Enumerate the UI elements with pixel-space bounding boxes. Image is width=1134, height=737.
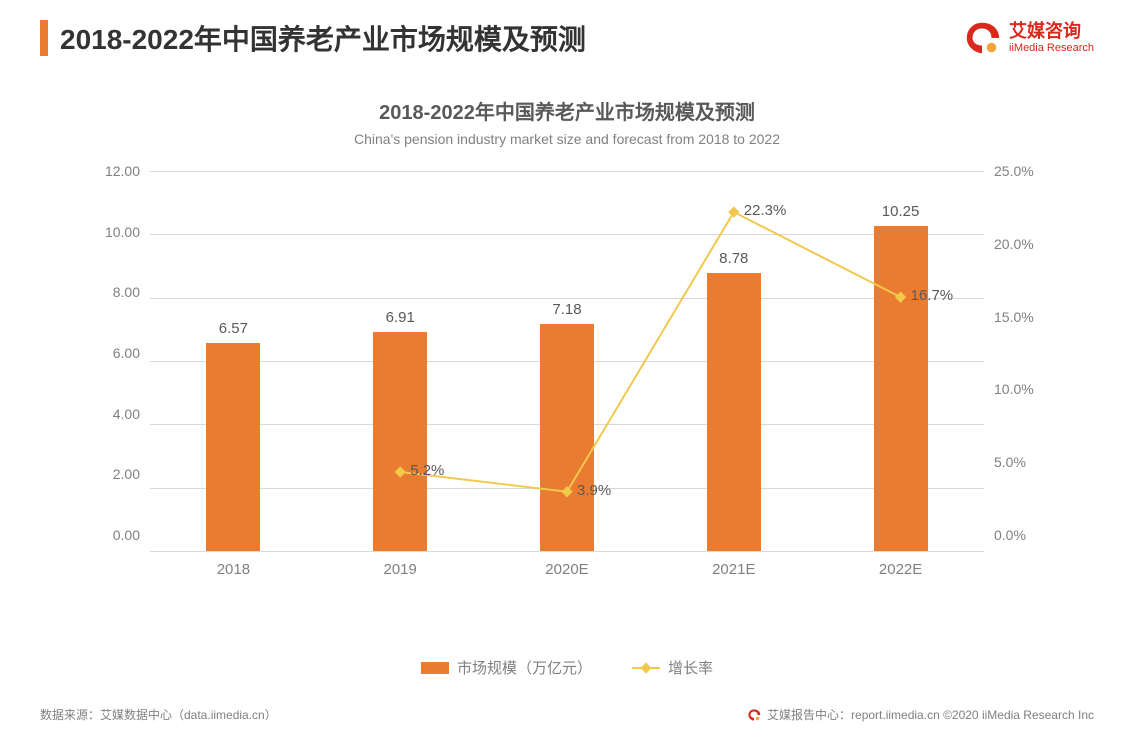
y-left-tick: 2.00 [80, 466, 140, 482]
line-value-label: 22.3% [744, 202, 787, 219]
line-marker [895, 292, 906, 303]
x-axis: 201820192020E2021E2022E [150, 551, 984, 578]
logo-text-en: iiMedia Research [1009, 42, 1094, 54]
y-left-tick: 4.00 [80, 406, 140, 422]
plot: 6.576.917.188.7810.25 5.2%3.9%22.3%16.7% [150, 171, 984, 551]
accent-bar [40, 20, 48, 56]
legend-line-label: 增长率 [668, 657, 713, 678]
y-right-tick: 0.0% [994, 527, 1054, 543]
line-value-label: 16.7% [911, 287, 954, 304]
brand-logo: 艾媒咨询 iiMedia Research [963, 19, 1094, 57]
legend-line-swatch [632, 662, 660, 674]
y-right-tick: 15.0% [994, 309, 1054, 325]
line-value-label: 5.2% [410, 462, 444, 479]
title-wrap: 2018-2022年中国养老产业市场规模及预测 [40, 18, 586, 58]
y-left-tick: 12.00 [80, 163, 140, 179]
line-marker [395, 466, 406, 477]
line-marker [561, 486, 572, 497]
legend: 市场规模（万亿元） 增长率 [70, 657, 1064, 678]
footer-logo-icon [747, 708, 761, 722]
footer-source: 数据来源：艾媒数据中心（data.iimedia.cn） [40, 706, 277, 723]
y-left-tick: 8.00 [80, 284, 140, 300]
line-layer [150, 171, 984, 551]
y-axis-left: 12.0010.008.006.004.002.000.00 [80, 171, 140, 551]
plot-wrap: 12.0010.008.006.004.002.000.00 25.0%20.0… [80, 171, 1054, 611]
chart-title: 2018-2022年中国养老产业市场规模及预测 [70, 96, 1064, 125]
line-value-label: 3.9% [577, 482, 611, 499]
header: 2018-2022年中国养老产业市场规模及预测 艾媒咨询 iiMedia Res… [0, 0, 1134, 68]
growth-line [400, 212, 900, 492]
y-right-tick: 20.0% [994, 236, 1054, 252]
logo-icon [963, 19, 1001, 57]
legend-bar: 市场规模（万亿元） [421, 657, 592, 678]
footer-right: 艾媒报告中心：report.iimedia.cn ©2020 iiMedia R… [747, 706, 1094, 723]
legend-line: 增长率 [632, 657, 713, 678]
y-left-tick: 0.00 [80, 527, 140, 543]
x-tick: 2020E [484, 551, 651, 578]
x-tick: 2018 [150, 551, 317, 578]
y-left-tick: 6.00 [80, 345, 140, 361]
logo-text-cn: 艾媒咨询 [1009, 22, 1094, 42]
footer: 数据来源：艾媒数据中心（data.iimedia.cn） 艾媒报告中心：repo… [40, 706, 1094, 723]
y-axis-right: 25.0%20.0%15.0%10.0%5.0%0.0% [994, 171, 1054, 551]
y-right-tick: 10.0% [994, 381, 1054, 397]
y-right-tick: 5.0% [994, 454, 1054, 470]
page-title: 2018-2022年中国养老产业市场规模及预测 [60, 18, 586, 58]
footer-copyright: 艾媒报告中心：report.iimedia.cn ©2020 iiMedia R… [767, 706, 1094, 723]
chart-area: 2018-2022年中国养老产业市场规模及预测 China's pension … [0, 68, 1134, 678]
line-marker [728, 206, 739, 217]
x-tick: 2019 [317, 551, 484, 578]
x-tick: 2022E [817, 551, 984, 578]
y-left-tick: 10.00 [80, 224, 140, 240]
chart-subtitle: China's pension industry market size and… [70, 131, 1064, 147]
x-tick: 2021E [650, 551, 817, 578]
legend-bar-swatch [421, 662, 449, 674]
legend-bar-label: 市场规模（万亿元） [457, 657, 592, 678]
y-right-tick: 25.0% [994, 163, 1054, 179]
